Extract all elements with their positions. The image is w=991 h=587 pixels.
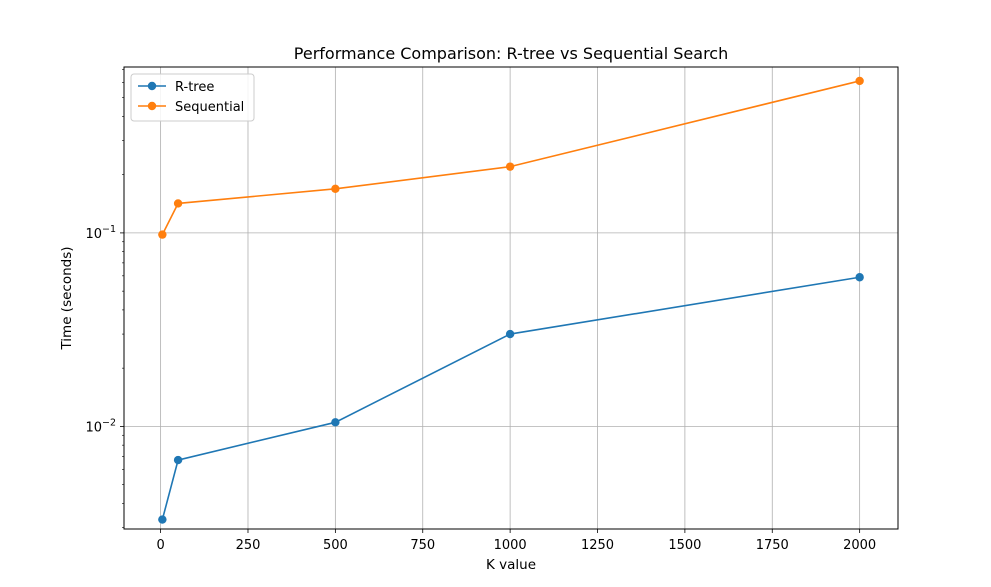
data-point [173,199,183,208]
legend-label: R-tree [175,80,214,95]
data-point [505,162,515,171]
grid [124,67,898,529]
legend-entry: R-tree [138,80,214,95]
y-tick-label: 10−2 [85,417,116,435]
x-tick-label: 750 [410,538,435,553]
legend-marker [147,101,157,111]
x-tick-label: 500 [323,538,348,553]
series-0 [158,273,864,524]
x-tick-label: 250 [236,538,261,553]
legend-marker [147,81,157,91]
x-tick-label: 1500 [668,538,701,553]
data-point [173,455,183,465]
x-axis-label: K value [486,557,536,573]
data-point [158,230,167,239]
chart-title: Performance Comparison: R-tree vs Sequen… [294,44,728,63]
x-axis-ticks: 0 250 500 750 1000 1250 1500 1750 2000 [156,529,876,553]
series-layer [158,76,864,524]
data-point [505,329,515,339]
legend-label: Sequential [175,100,244,115]
legend-entry: Sequential [138,100,244,115]
data-point [331,184,340,194]
x-tick-label: 1250 [581,538,614,553]
x-tick-label: 0 [156,538,164,553]
series-1 [158,76,864,239]
x-tick-label: 2000 [843,538,876,553]
x-tick-label: 1750 [756,538,789,553]
data-point [331,418,340,427]
y-axis-label: Time (seconds) [59,246,75,350]
x-tick-label: 1000 [494,538,527,553]
plot-area-frame [123,66,899,530]
y-axis-ticks: 10−2 10−1 [85,69,124,528]
legend: R-tree Sequential [130,73,255,122]
data-point [855,76,864,86]
data-point [855,273,864,282]
data-point [158,515,167,524]
y-tick-label: 10−1 [85,224,116,242]
